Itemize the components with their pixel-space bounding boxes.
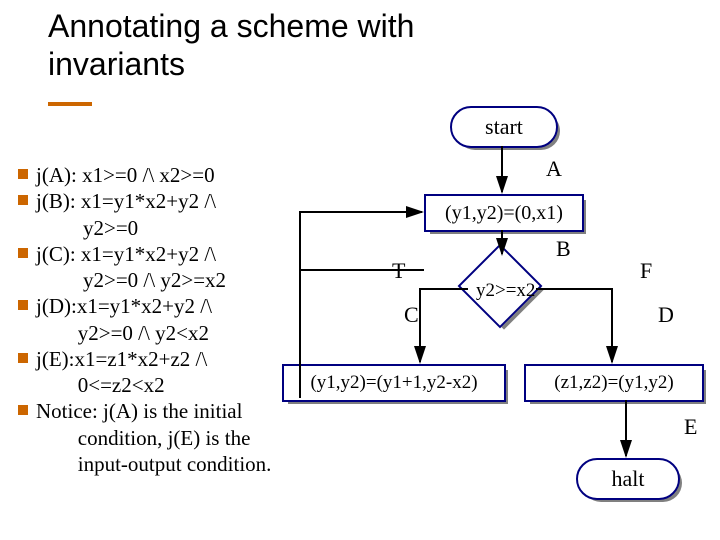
page-title: Annotating a scheme with invariants — [48, 8, 448, 84]
invariant-list: j(A): x1>=0 /\ x2>=0 j(B): x1=y1*x2+y2 /… — [18, 162, 308, 477]
halt-node: halt — [576, 458, 680, 500]
start-node: start — [450, 106, 558, 148]
label-D: D — [658, 302, 674, 328]
invariant-B: j(B): x1=y1*x2+y2 /\ y2>=0 — [36, 188, 216, 241]
bullet-icon — [18, 300, 28, 310]
invariant-A: j(A): x1>=0 /\ x2>=0 — [36, 162, 215, 188]
label-E: E — [684, 414, 697, 440]
bullet-icon — [18, 353, 28, 363]
assignB-node: (y1,y2)=(0,x1) — [424, 194, 584, 232]
invariant-D: j(D):x1=y1*x2+y2 /\ y2>=0 /\ y2<x2 — [36, 293, 212, 346]
assignD-label: (z1,z2)=(y1,y2) — [554, 372, 673, 394]
label-T: T — [392, 258, 405, 284]
invariant-notice: Notice: j(A) is the initial condition, j… — [36, 398, 271, 477]
assignC-label: (y1,y2)=(y1+1,y2-x2) — [310, 372, 477, 394]
label-F: F — [640, 258, 652, 284]
start-label: start — [485, 114, 523, 140]
bullet-icon — [18, 405, 28, 415]
assignD-node: (z1,z2)=(y1,y2) — [524, 364, 704, 402]
decision-label: y2>=x2 — [476, 280, 535, 302]
bullet-icon — [18, 169, 28, 179]
label-B: B — [556, 236, 571, 262]
assignB-label: (y1,y2)=(0,x1) — [445, 202, 563, 225]
title-block: Annotating a scheme with invariants — [48, 8, 448, 84]
title-underline — [48, 102, 92, 106]
label-A: A — [546, 156, 562, 182]
invariant-C: j(C): x1=y1*x2+y2 /\ y2>=0 /\ y2>=x2 — [36, 241, 226, 294]
halt-label: halt — [612, 466, 645, 492]
assignC-node: (y1,y2)=(y1+1,y2-x2) — [282, 364, 506, 402]
invariant-E: j(E):x1=z1*x2+z2 /\ 0<=z2<x2 — [36, 346, 207, 399]
label-C: C — [404, 302, 419, 328]
bullet-icon — [18, 195, 28, 205]
bullet-icon — [18, 248, 28, 258]
